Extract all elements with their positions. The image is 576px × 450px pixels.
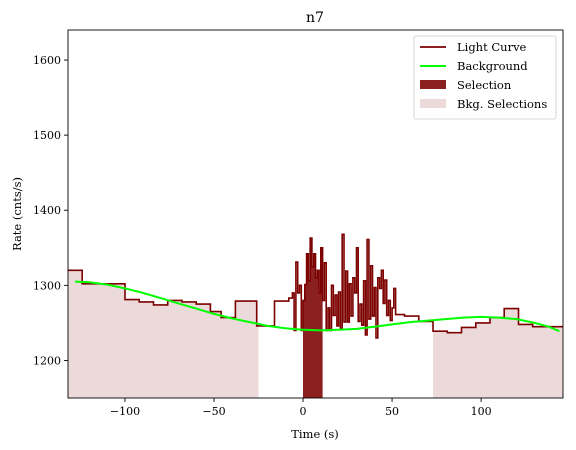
y-axis-label: Rate (cnts/s) [10,177,24,251]
legend-box [413,35,557,120]
bkg-selections-fill [68,270,563,398]
x-axis-ticks: −100 −50 0 50 100 [110,398,492,418]
x-tick-label: −50 [202,405,225,418]
x-tick-label: 50 [385,405,399,418]
y-tick-label: 1300 [33,279,61,292]
bkg-selection-region-2 [433,308,563,398]
y-tick-label: 1500 [33,129,61,142]
bkg-selection-region-1 [68,270,259,398]
chart-title: n7 [306,10,324,26]
legend: Light Curve Background Selection Bkg. Se… [413,35,557,120]
legend-label-selection: Selection [457,78,512,92]
legend-swatch-selection [420,80,446,89]
x-tick-label: 0 [300,405,307,418]
y-tick-label: 1400 [33,204,61,217]
y-axis-ticks: 1200 1300 1400 1500 1600 [33,54,68,367]
y-tick-label: 1200 [33,354,61,367]
x-tick-label: 100 [471,405,492,418]
background-line [75,280,560,333]
x-axis-label: Time (s) [291,427,339,441]
legend-label-background: Background [457,59,528,73]
x-tick-label: −100 [110,405,140,418]
y-tick-label: 1600 [33,54,61,67]
legend-swatch-bkg-selections [420,99,446,108]
plot-frame [67,29,564,399]
legend-label-light-curve: Light Curve [457,40,527,54]
legend-label-bkg-selections: Bkg. Selections [457,97,547,111]
